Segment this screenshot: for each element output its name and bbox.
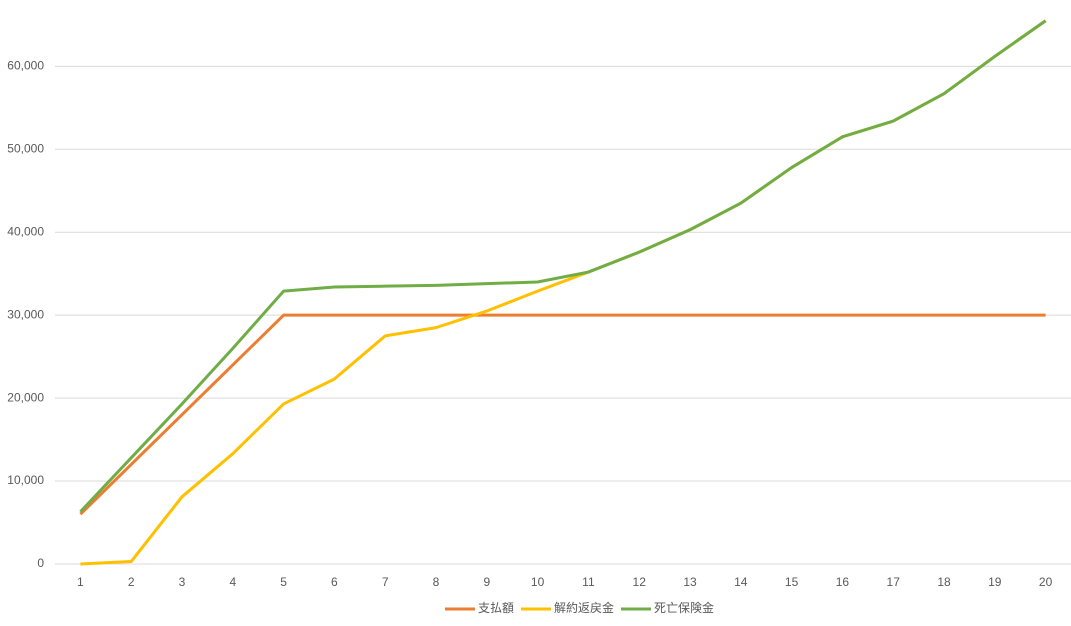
x-tick-label: 4 bbox=[229, 575, 236, 589]
y-tick-label: 30,000 bbox=[7, 307, 44, 321]
x-tick-label: 9 bbox=[483, 575, 490, 589]
x-tick-label: 1 bbox=[77, 575, 84, 589]
x-tick-label: 5 bbox=[280, 575, 287, 589]
x-tick-label: 20 bbox=[1039, 575, 1053, 589]
x-tick-label: 17 bbox=[887, 575, 901, 589]
y-tick-label: 20,000 bbox=[7, 390, 44, 404]
legend-label: 死亡保険金 bbox=[654, 600, 714, 615]
y-tick-label: 0 bbox=[37, 556, 44, 570]
x-tick-label: 2 bbox=[128, 575, 135, 589]
x-tick-label: 18 bbox=[937, 575, 951, 589]
x-tick-label: 10 bbox=[531, 575, 545, 589]
y-tick-label: 50,000 bbox=[7, 141, 44, 155]
x-tick-label: 19 bbox=[988, 575, 1002, 589]
x-tick-label: 14 bbox=[734, 575, 748, 589]
legend-label: 解約返戻金 bbox=[554, 600, 614, 615]
x-tick-label: 7 bbox=[382, 575, 389, 589]
x-tick-label: 13 bbox=[683, 575, 697, 589]
series-line bbox=[79, 19, 1047, 513]
x-tick-label: 16 bbox=[836, 575, 850, 589]
x-tick-label: 12 bbox=[633, 575, 647, 589]
x-tick-label: 8 bbox=[433, 575, 440, 589]
x-tick-label: 6 bbox=[331, 575, 338, 589]
x-tick-label: 3 bbox=[179, 575, 186, 589]
series-line bbox=[79, 313, 1046, 516]
legend-label: 支払額 bbox=[478, 601, 514, 615]
x-tick-label: 11 bbox=[582, 575, 595, 589]
series-line bbox=[80, 19, 1047, 566]
y-tick-label: 10,000 bbox=[7, 473, 44, 487]
y-tick-label: 60,000 bbox=[7, 59, 44, 73]
y-tick-label: 40,000 bbox=[7, 224, 44, 238]
x-tick-label: 15 bbox=[785, 575, 799, 589]
